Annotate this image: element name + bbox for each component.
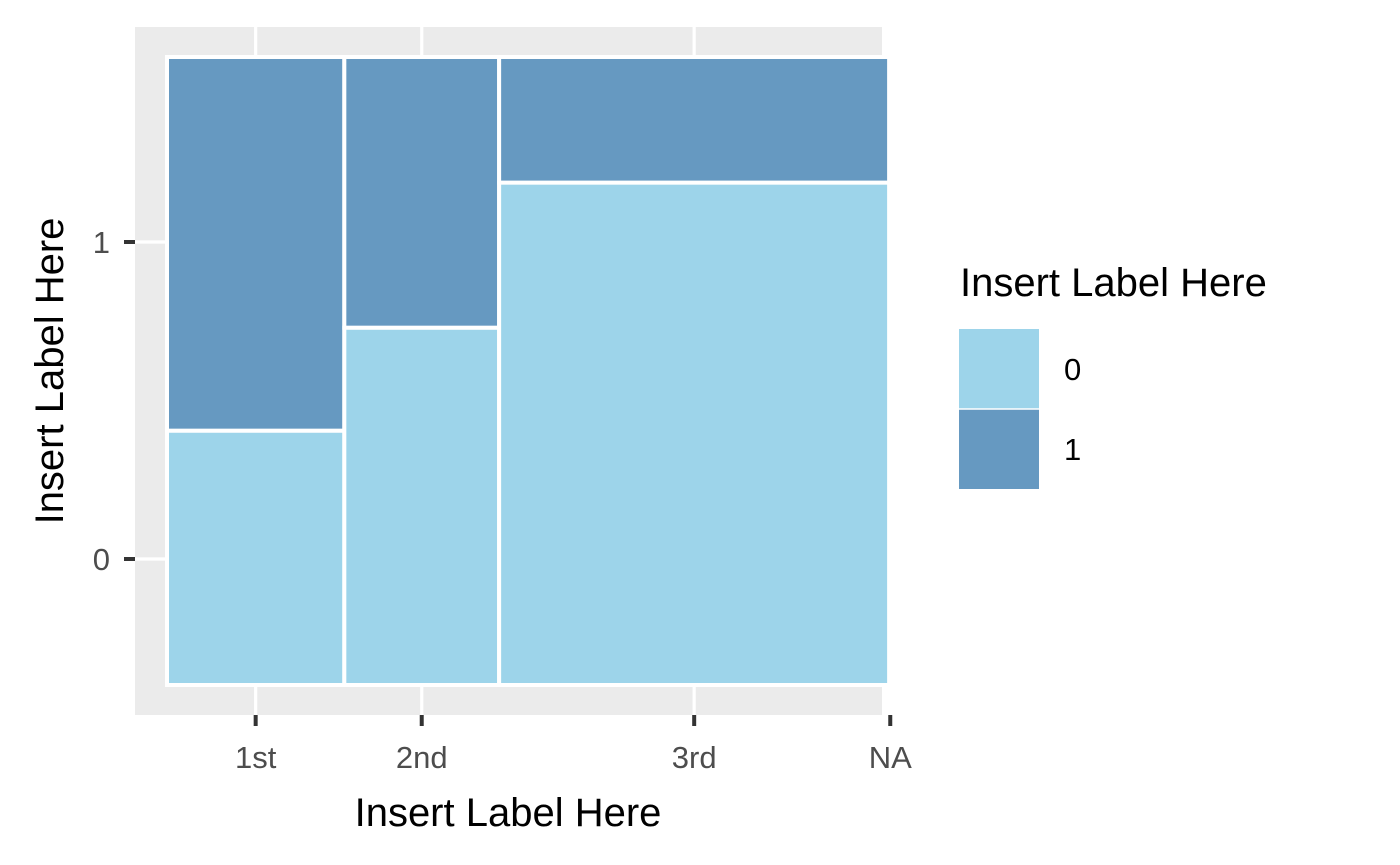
x-tick-label: NA [869, 740, 912, 775]
x-axis-title: Insert Label Here [355, 791, 662, 835]
legend: Insert Label Here 0 1 [959, 261, 1267, 489]
mosaic-tile-3rd-1 [497, 55, 892, 185]
y-axis-title: Insert Label Here [28, 218, 72, 525]
x-tick-label: 1st [235, 740, 277, 775]
legend-label-1: 1 [1064, 432, 1081, 467]
mosaic-tile-2nd-1 [342, 55, 502, 330]
y-tick-label: 1 [93, 225, 110, 260]
x-tick-label: 3rd [672, 740, 717, 775]
axis-ticks [124, 240, 893, 726]
legend-key-1 [959, 409, 1039, 489]
mosaic-tiles [165, 55, 894, 687]
mosaic-tile-3rd-0 [497, 180, 892, 687]
mosaic-tile-2nd-0 [342, 325, 502, 687]
legend-title: Insert Label Here [960, 261, 1267, 305]
legend-key-0 [959, 329, 1039, 409]
mosaic-tile-1st-1 [165, 55, 347, 433]
x-tick-label: 2nd [396, 740, 448, 775]
y-tick-label: 0 [93, 542, 110, 577]
mosaic-tile-1st-0 [165, 428, 347, 687]
mosaic-tile-na-0 [887, 55, 894, 687]
tick-labels: 1st 2nd 3rd NA 0 1 [93, 225, 912, 775]
legend-label-0: 0 [1064, 352, 1081, 387]
